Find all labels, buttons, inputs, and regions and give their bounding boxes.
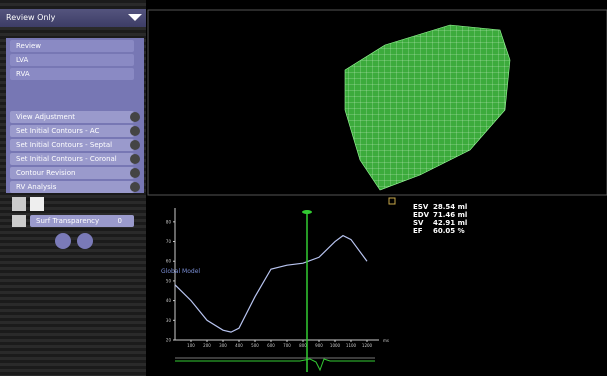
marker-box: [389, 198, 395, 204]
stat-name: EF: [413, 227, 433, 235]
stat-value: 71.46 ml: [433, 211, 467, 219]
stat-name: SV: [413, 219, 433, 227]
stat-value: 60.05 %: [433, 227, 465, 235]
y-tick-label: 20: [166, 338, 172, 343]
ventricle-mesh: [345, 25, 510, 190]
x-tick-label: 900: [315, 343, 323, 348]
ecg-trace: [175, 359, 375, 370]
y-tick-label: 40: [166, 298, 172, 303]
marker-handle[interactable]: [302, 210, 312, 214]
app: Review Only Surf Transparency0 ReviewLVA…: [0, 0, 607, 376]
x-tick-label: 500: [251, 343, 259, 348]
x-tick-label: 200: [203, 343, 211, 348]
y-tick-label: 60: [166, 259, 172, 264]
x-tick-label: 400: [235, 343, 243, 348]
volume-curve: [175, 236, 367, 332]
x-tick-label: 100: [187, 343, 195, 348]
x-unit: ms: [383, 338, 389, 343]
x-tick-label: 700: [283, 343, 291, 348]
stat-name: ESV: [413, 203, 433, 211]
y-tick-label: 70: [166, 239, 172, 244]
x-tick-label: 1200: [362, 343, 373, 348]
view: 20 30 40 50 60 70 80 100 200 300 400 500 600 700 800 90…: [0, 0, 607, 376]
stat-value: 42.91 ml: [433, 219, 467, 227]
y-tick-label: 80: [166, 219, 172, 224]
x-tick-label: 300: [219, 343, 227, 348]
x-tick-label: 800: [299, 343, 307, 348]
x-tick-label: 600: [267, 343, 275, 348]
y-tick-label: 50: [166, 278, 172, 283]
x-tick-label: 1100: [346, 343, 357, 348]
y-tick-label: 30: [166, 318, 172, 323]
stat-value: 28.54 ml: [433, 203, 467, 211]
curve-label: Global Model: [161, 268, 200, 275]
x-tick-label: 1000: [330, 343, 341, 348]
stat-name: EDV: [413, 211, 433, 219]
